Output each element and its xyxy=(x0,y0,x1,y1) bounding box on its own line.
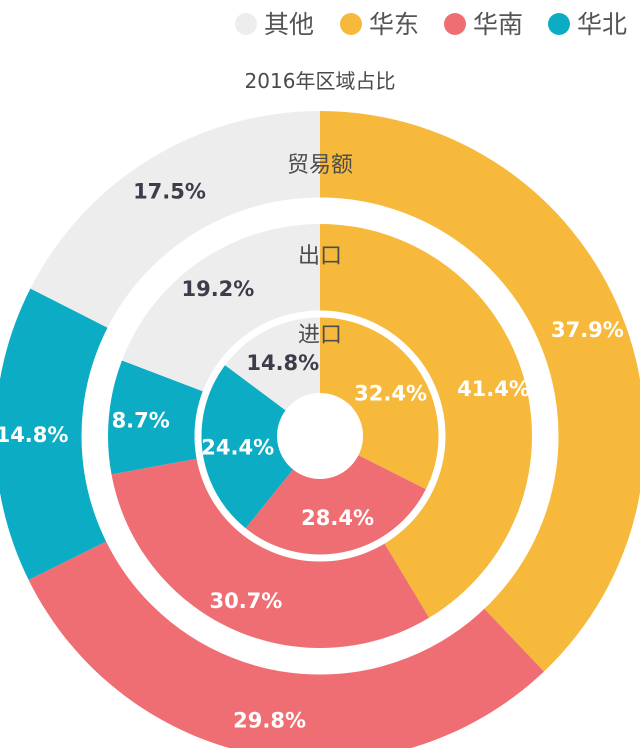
ring-name-import: 进口 xyxy=(298,323,342,348)
legend: 其他 华东 华南 华北 xyxy=(235,10,627,39)
label-trade-other: 17.5% xyxy=(133,179,206,203)
label-import-north: 24.4% xyxy=(201,435,274,459)
label-export-north: 8.7% xyxy=(112,409,170,433)
slice-import-south xyxy=(243,455,430,558)
legend-marker-south xyxy=(444,13,466,35)
label-export-east: 41.4% xyxy=(457,377,530,401)
legend-marker-north xyxy=(548,13,570,35)
slice-trade-east xyxy=(320,111,640,672)
slice-import-north xyxy=(198,363,294,531)
label-export-other: 19.2% xyxy=(181,277,254,301)
slice-export-other xyxy=(121,224,320,393)
ring-separator xyxy=(81,197,559,675)
legend-marker-other xyxy=(235,13,257,35)
legend-label-east: 华东 xyxy=(369,10,419,39)
label-trade-south: 29.8% xyxy=(233,709,306,733)
label-trade-north: 14.8% xyxy=(0,423,68,447)
label-import-east: 32.4% xyxy=(354,381,427,405)
center-hole xyxy=(280,396,360,476)
chart-title: 2016年区域占比 xyxy=(245,69,396,93)
slice-export-south xyxy=(111,458,430,649)
ring-separator xyxy=(194,310,446,562)
label-export-south: 30.7% xyxy=(209,589,282,613)
legend-label-south: 华南 xyxy=(473,10,523,39)
label-import-other: 14.8% xyxy=(246,351,319,375)
slice-import-other xyxy=(222,314,320,411)
label-trade-east: 37.9% xyxy=(551,318,624,342)
ring-name-trade: 贸易额 xyxy=(287,153,353,178)
ring-name-export: 出口 xyxy=(298,244,342,269)
slice-trade-other xyxy=(30,111,320,330)
rings xyxy=(0,111,640,748)
legend-label-other: 其他 xyxy=(264,10,314,39)
legend-label-north: 华北 xyxy=(577,10,627,39)
slice-export-north xyxy=(108,360,207,475)
slice-labels: 37.9% 29.8% 14.8% 17.5% 41.4% 30.7% 8.7% 19.2% 3… xyxy=(0,179,624,732)
label-import-south: 28.4% xyxy=(301,506,374,530)
slice-trade-north xyxy=(0,288,111,580)
legend-marker-east xyxy=(340,13,362,35)
slice-trade-south xyxy=(28,540,544,748)
